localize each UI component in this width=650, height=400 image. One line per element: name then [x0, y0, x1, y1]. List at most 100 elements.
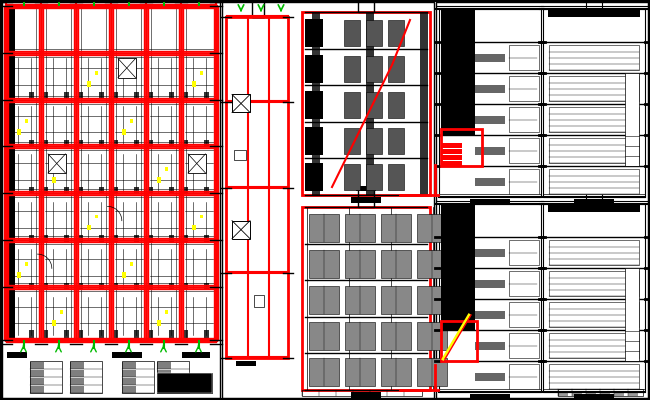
- Bar: [203, 187, 209, 194]
- Bar: [549, 107, 639, 132]
- Bar: [586, 0, 602, 9]
- Bar: [8, 330, 13, 338]
- Bar: [236, 361, 256, 366]
- Bar: [60, 167, 63, 171]
- Bar: [43, 140, 48, 147]
- Bar: [574, 199, 614, 205]
- Bar: [441, 9, 475, 135]
- Bar: [232, 221, 250, 239]
- Bar: [118, 58, 135, 78]
- Bar: [157, 320, 161, 326]
- Bar: [43, 330, 48, 338]
- Bar: [312, 12, 320, 195]
- Bar: [381, 214, 411, 242]
- Bar: [345, 358, 375, 386]
- Bar: [43, 235, 48, 242]
- Bar: [420, 12, 428, 195]
- Bar: [148, 140, 153, 147]
- Bar: [345, 286, 375, 314]
- Bar: [509, 107, 539, 132]
- Bar: [134, 92, 139, 99]
- Bar: [99, 283, 104, 290]
- Bar: [70, 370, 84, 377]
- Bar: [475, 373, 505, 381]
- Bar: [169, 187, 174, 194]
- Bar: [183, 283, 188, 290]
- Bar: [305, 55, 323, 83]
- Bar: [381, 250, 411, 278]
- Bar: [549, 271, 639, 296]
- Bar: [549, 364, 639, 389]
- Bar: [366, 92, 382, 118]
- Bar: [509, 271, 539, 296]
- Bar: [222, 2, 434, 398]
- Bar: [78, 283, 83, 290]
- Bar: [86, 224, 91, 230]
- Bar: [302, 390, 422, 396]
- Bar: [25, 262, 28, 266]
- Bar: [305, 127, 323, 155]
- Bar: [600, 392, 610, 396]
- Bar: [442, 155, 462, 160]
- Bar: [548, 9, 640, 17]
- Bar: [548, 204, 640, 212]
- Bar: [43, 283, 48, 290]
- Bar: [439, 204, 541, 392]
- Bar: [417, 214, 447, 242]
- Bar: [169, 283, 174, 290]
- Bar: [381, 286, 411, 314]
- Bar: [43, 187, 48, 194]
- Bar: [29, 140, 34, 147]
- Bar: [203, 330, 209, 338]
- Bar: [381, 322, 411, 350]
- Bar: [7, 8, 15, 338]
- Bar: [549, 45, 639, 70]
- Bar: [70, 362, 84, 369]
- Bar: [475, 147, 505, 155]
- Bar: [470, 394, 510, 400]
- Bar: [388, 20, 404, 46]
- Bar: [78, 235, 83, 242]
- Bar: [345, 322, 375, 350]
- Bar: [112, 283, 118, 290]
- Bar: [112, 92, 118, 99]
- Bar: [203, 92, 209, 99]
- Bar: [96, 71, 98, 75]
- Bar: [96, 214, 98, 218]
- Bar: [381, 358, 411, 386]
- Bar: [122, 272, 125, 278]
- Bar: [417, 286, 447, 314]
- Bar: [509, 45, 539, 70]
- Bar: [470, 199, 510, 205]
- Bar: [436, 2, 648, 398]
- Bar: [30, 370, 44, 377]
- Bar: [30, 378, 44, 385]
- Bar: [64, 140, 69, 147]
- Bar: [169, 235, 174, 242]
- Bar: [254, 295, 264, 307]
- Bar: [183, 92, 188, 99]
- Bar: [358, 0, 374, 12]
- Bar: [122, 361, 154, 393]
- Bar: [99, 92, 104, 99]
- Bar: [130, 262, 133, 266]
- Bar: [344, 20, 360, 46]
- Bar: [112, 140, 118, 147]
- Bar: [64, 92, 69, 99]
- Bar: [30, 386, 44, 393]
- Bar: [8, 187, 13, 194]
- Bar: [366, 128, 382, 154]
- Bar: [345, 250, 375, 278]
- Bar: [417, 322, 447, 350]
- Bar: [148, 283, 153, 290]
- Bar: [625, 268, 639, 361]
- Bar: [388, 92, 404, 118]
- Bar: [549, 302, 639, 327]
- Bar: [148, 92, 153, 99]
- Bar: [388, 164, 404, 190]
- Bar: [169, 140, 174, 147]
- Bar: [122, 129, 125, 135]
- Bar: [305, 19, 323, 47]
- Bar: [305, 91, 323, 119]
- Bar: [86, 81, 91, 87]
